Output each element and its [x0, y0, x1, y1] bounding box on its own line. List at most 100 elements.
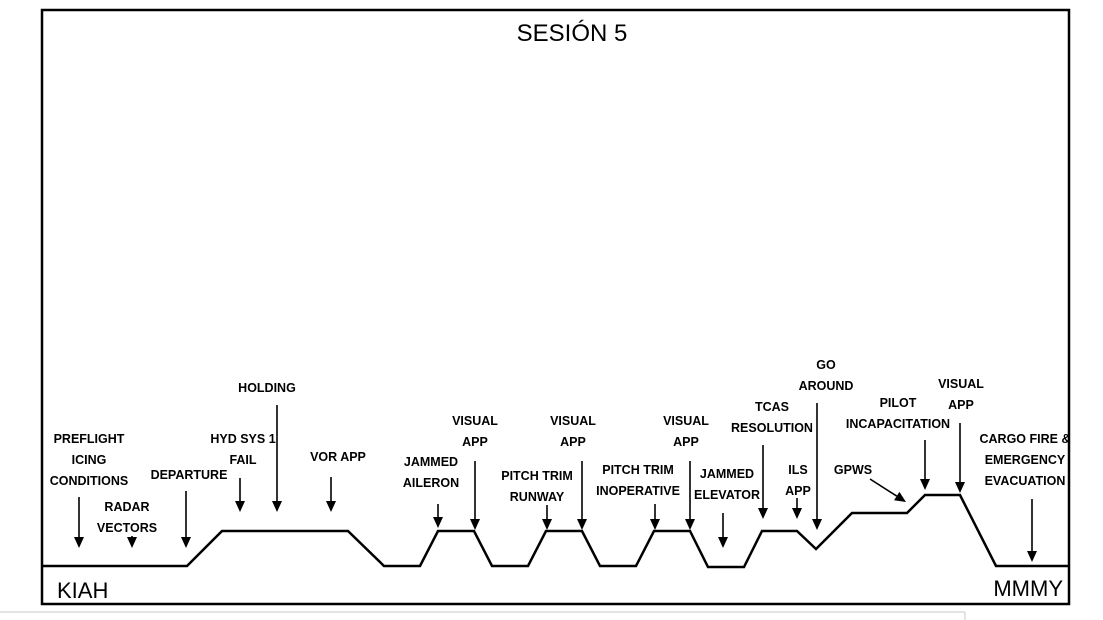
event-label-line: EVACUATION — [985, 474, 1066, 488]
event-label-line: VISUAL — [452, 414, 498, 428]
event-label-line: INCAPACITATION — [846, 417, 950, 431]
event-cargo: CARGO FIRE & EMERGENCY EVACUATION — [980, 432, 1071, 562]
event-vor: VOR APP — [310, 450, 366, 512]
arrow-head-icon — [685, 519, 695, 530]
event-label: GPWS — [834, 463, 872, 477]
event-label: VOR APP — [310, 450, 366, 464]
event-label-line: VOR APP — [310, 450, 366, 464]
event-tcas: TCAS RESOLUTION — [731, 400, 813, 519]
event-label-line: GO — [816, 358, 836, 372]
arrow-head-icon — [272, 501, 282, 512]
arrow-head-icon — [650, 519, 660, 530]
event-pilot: PILOT INCAPACITATION — [846, 396, 950, 490]
event-label: ILS APP — [785, 463, 811, 498]
event-label: GO AROUND — [799, 358, 854, 393]
event-pitch-runway: PITCH TRIM RUNWAY — [501, 469, 573, 530]
event-label-line: RESOLUTION — [731, 421, 813, 435]
event-label: CARGO FIRE & EMERGENCY EVACUATION — [980, 432, 1071, 488]
event-label-line: APP — [785, 484, 811, 498]
arrow-head-icon — [758, 508, 768, 519]
event-label: PILOT INCAPACITATION — [846, 396, 950, 431]
event-label-line: HOLDING — [238, 381, 296, 395]
event-label: JAMMED AILERON — [403, 455, 459, 490]
event-label-line: CARGO FIRE & — [980, 432, 1071, 446]
arrow-head-icon — [326, 501, 336, 512]
event-label-line: JAMMED — [700, 467, 754, 481]
event-label-line: HYD SYS 1 — [210, 432, 275, 446]
event-annotations: PREFLIGHT ICING CONDITIONS RADAR VECTORS DEPA… — [50, 358, 1071, 562]
arrow-head-icon — [235, 501, 245, 512]
event-visual2: VISUAL APP — [550, 414, 596, 530]
event-pitch-inop: PITCH TRIM INOPERATIVE — [596, 463, 680, 530]
event-visual4: VISUAL APP — [938, 377, 984, 493]
event-label-line: APP — [462, 435, 488, 449]
event-label: VISUAL APP — [663, 414, 709, 449]
event-label: VISUAL APP — [550, 414, 596, 449]
event-label: PITCH TRIM INOPERATIVE — [596, 463, 680, 498]
event-label-line: FAIL — [229, 453, 256, 467]
event-label-line: RUNWAY — [510, 490, 565, 504]
event-gpws: GPWS — [834, 463, 906, 502]
event-label: HOLDING — [238, 381, 296, 395]
event-label-line: EMERGENCY — [985, 453, 1066, 467]
arrow-head-icon — [718, 537, 728, 548]
event-label: PREFLIGHT ICING CONDITIONS — [50, 432, 128, 488]
event-label: PITCH TRIM RUNWAY — [501, 469, 573, 504]
event-label-line: VECTORS — [97, 521, 157, 535]
arrow-head-icon — [812, 519, 822, 530]
event-label-line: ICING — [72, 453, 107, 467]
event-visual3: VISUAL APP — [663, 414, 709, 530]
event-holding: HOLDING — [238, 381, 296, 512]
event-hyd: HYD SYS 1 FAIL — [210, 432, 276, 512]
diagram-title: SESIÓN 5 — [517, 20, 628, 47]
event-label: VISUAL APP — [452, 414, 498, 449]
event-preflight: PREFLIGHT ICING CONDITIONS — [50, 432, 128, 548]
event-jammed-elevator: JAMMED ELEVATOR — [694, 467, 760, 548]
arrow-head-icon — [542, 519, 552, 530]
event-label-line: ILS — [788, 463, 807, 477]
arrow-head-icon — [181, 537, 191, 548]
event-label-line: AROUND — [799, 379, 854, 393]
event-ils: ILS APP — [785, 463, 811, 519]
arrow-head-icon — [920, 479, 930, 490]
arrow-head-icon — [470, 519, 480, 530]
event-jammed-aileron: JAMMED AILERON — [403, 455, 459, 528]
event-arrow-shaft — [869, 478, 898, 497]
event-label: TCAS RESOLUTION — [731, 400, 813, 435]
event-go-around: GO AROUND — [799, 358, 854, 530]
flight-profile-line — [43, 493, 1068, 569]
arrow-head-icon — [433, 517, 443, 528]
event-label-line: ELEVATOR — [694, 488, 760, 502]
event-label-line: INOPERATIVE — [596, 484, 680, 498]
event-label-line: APP — [673, 435, 699, 449]
origin-airport-label: KIAH — [57, 578, 108, 603]
event-visual1: VISUAL APP — [452, 414, 498, 530]
event-label-line: VISUAL — [550, 414, 596, 428]
event-label-line: JAMMED — [404, 455, 458, 469]
event-label-line: APP — [948, 398, 974, 412]
event-label-line: PILOT — [880, 396, 917, 410]
event-label-line: APP — [560, 435, 586, 449]
event-label-line: DEPARTURE — [151, 468, 228, 482]
event-label: JAMMED ELEVATOR — [694, 467, 760, 502]
arrow-head-icon — [577, 519, 587, 530]
diagram-frame — [40, 8, 1071, 606]
event-label: RADAR VECTORS — [97, 500, 157, 535]
destination-airport-label: MMMY — [993, 576, 1063, 601]
event-label: HYD SYS 1 FAIL — [210, 432, 275, 467]
event-radar: RADAR VECTORS — [97, 500, 157, 548]
event-label-line: VISUAL — [663, 414, 709, 428]
event-label-line: PITCH TRIM — [602, 463, 674, 477]
event-label-line: GPWS — [834, 463, 872, 477]
arrow-head-icon — [74, 537, 84, 548]
arrow-head-icon — [955, 482, 965, 493]
event-label-line: AILERON — [403, 476, 459, 490]
event-label-line: TCAS — [755, 400, 789, 414]
event-label-line: RADAR — [104, 500, 149, 514]
event-label-line: PREFLIGHT — [54, 432, 125, 446]
arrow-head-icon — [127, 537, 137, 548]
event-departure: DEPARTURE — [151, 468, 228, 548]
event-label: VISUAL APP — [938, 377, 984, 412]
arrow-head-icon — [792, 508, 802, 519]
